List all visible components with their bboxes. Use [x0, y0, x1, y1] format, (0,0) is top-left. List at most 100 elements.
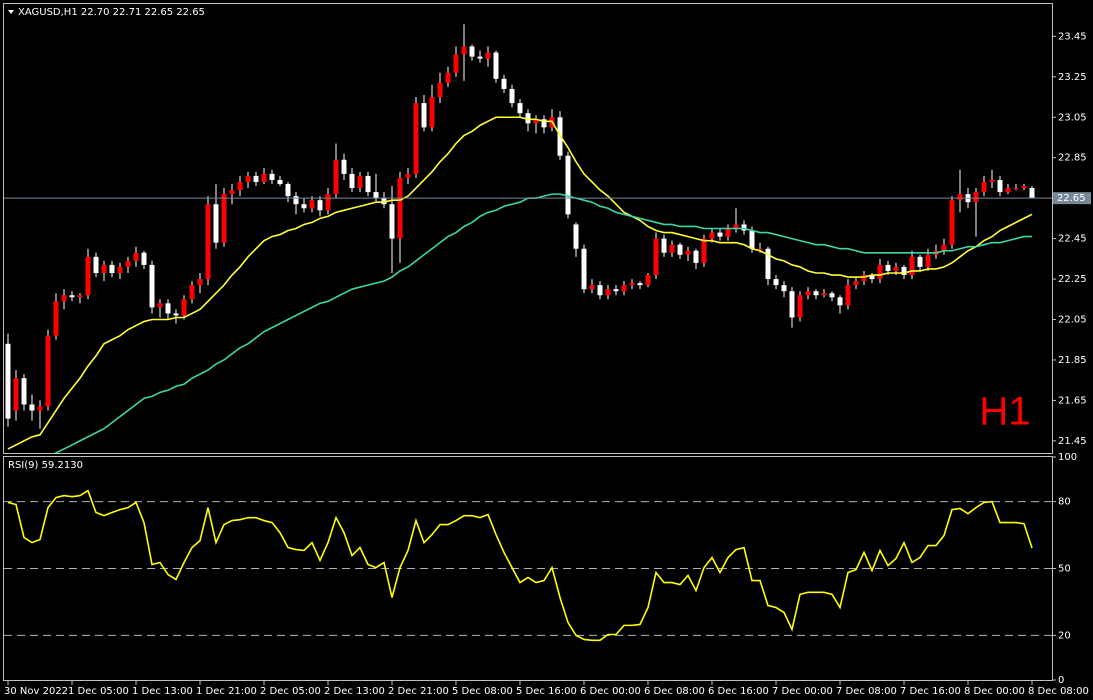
candle-body: [605, 289, 611, 296]
x-tick-label: 8 Dec 00:00: [964, 686, 1025, 697]
main-panel-frame: [3, 3, 1053, 454]
indicator-line: [7, 489, 1033, 642]
candle-body: [997, 179, 1003, 193]
candle-body: [13, 378, 19, 411]
x-tick-label: 2 Dec 05:00: [260, 686, 321, 697]
candle-body: [629, 283, 635, 286]
candle-body: [909, 256, 915, 276]
chart-title: XAGUSD,H1 22.70 22.71 22.65 22.65: [18, 7, 205, 18]
candle-body: [813, 291, 819, 296]
y-tick-label: 22.25: [1058, 274, 1087, 285]
candle-body: [165, 303, 171, 314]
candle-body: [725, 228, 731, 237]
y-tick-label: 100: [1058, 452, 1077, 463]
candle-body: [573, 224, 579, 249]
candle-body: [229, 190, 235, 195]
candle-body: [141, 252, 147, 265]
candle-body: [565, 155, 571, 215]
x-tick-label: 1 Dec 21:00: [196, 686, 257, 697]
y-tick-label: 22.05: [1058, 315, 1087, 326]
x-tick-label: 2 Dec 13:00: [324, 686, 385, 697]
candle-body: [797, 295, 803, 318]
candle-body: [1021, 186, 1027, 189]
candle-body: [293, 196, 299, 205]
candle-body: [389, 204, 395, 239]
candle-body: [485, 52, 491, 59]
candle-body: [469, 46, 475, 57]
x-tick-label: 5 Dec 16:00: [516, 686, 577, 697]
candle-body: [741, 224, 747, 231]
candle-body: [357, 175, 363, 189]
candle-body: [493, 52, 499, 79]
candle-body: [517, 103, 523, 114]
candle-body: [901, 266, 907, 276]
candle-body: [717, 232, 723, 237]
candle-body: [261, 173, 267, 182]
candle-body: [893, 266, 899, 271]
candle-body: [885, 264, 891, 271]
x-tick-label: 1 Dec 13:00: [132, 686, 193, 697]
y-tick-label: 21.85: [1058, 355, 1087, 366]
candle-body: [277, 179, 283, 185]
candle-body: [325, 194, 331, 211]
candle-body: [477, 56, 483, 59]
candle-body: [445, 72, 451, 83]
candle-body: [773, 279, 779, 286]
candle-body: [693, 250, 699, 263]
candle-body: [373, 192, 379, 199]
candle-body: [853, 281, 859, 286]
symbol-menu-arrow[interactable]: [8, 10, 14, 14]
x-tick-label: 7 Dec 00:00: [772, 686, 833, 697]
candle-body: [21, 378, 27, 405]
candle-body: [509, 88, 515, 104]
candle-body: [877, 264, 883, 280]
candle-body: [1005, 188, 1011, 193]
moving-average-line: [54, 193, 1032, 453]
candle-body: [61, 295, 67, 302]
candle-body: [781, 285, 787, 292]
candle-body: [917, 256, 923, 267]
candle-body: [589, 285, 595, 290]
candle-body: [253, 175, 259, 182]
candle-body: [213, 204, 219, 243]
candle-body: [597, 285, 603, 296]
x-tick-label: 8 Dec 08:00: [1028, 686, 1089, 697]
candle-body: [413, 103, 419, 174]
candle-body: [957, 194, 963, 201]
candle-body: [125, 260, 131, 267]
x-tick-label: 7 Dec 16:00: [900, 686, 961, 697]
candle-body: [837, 297, 843, 306]
candle-body: [461, 46, 467, 55]
price-plot: [5, 24, 1035, 453]
candle-body: [845, 285, 851, 306]
y-tick-label: 50: [1058, 564, 1071, 575]
candle-body: [77, 295, 83, 298]
candle-body: [533, 119, 539, 124]
candle-body: [821, 293, 827, 296]
candle-body: [829, 293, 835, 298]
x-tick-label: 6 Dec 00:00: [580, 686, 641, 697]
candle-body: [245, 175, 251, 182]
candle-body: [421, 103, 427, 128]
candle-body: [349, 173, 355, 189]
current-price-label: 22.65: [1057, 193, 1086, 204]
candle-body: [5, 343, 11, 419]
candle-body: [109, 264, 115, 273]
x-tick-label: 6 Dec 16:00: [708, 686, 769, 697]
candle-body: [173, 313, 179, 316]
candle-body: [157, 303, 163, 308]
candle-body: [501, 78, 507, 89]
candle-body: [869, 275, 875, 280]
candle-body: [37, 406, 43, 411]
candle-body: [397, 177, 403, 239]
candle-body: [765, 248, 771, 280]
candle-body: [453, 54, 459, 73]
candle-body: [205, 204, 211, 280]
y-tick-label: 23.05: [1058, 112, 1087, 123]
y-tick-label: 0: [1058, 675, 1064, 686]
moving-average-line: [7, 116, 1033, 450]
x-tick-label: 30 Nov 2022: [4, 686, 68, 697]
candle-body: [709, 232, 715, 239]
